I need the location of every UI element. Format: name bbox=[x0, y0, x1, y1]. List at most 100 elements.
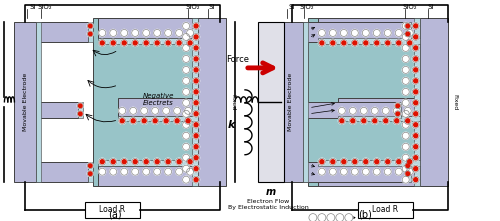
Circle shape bbox=[396, 112, 400, 116]
Circle shape bbox=[188, 41, 192, 45]
Circle shape bbox=[412, 66, 419, 73]
Circle shape bbox=[164, 119, 168, 123]
Circle shape bbox=[340, 168, 347, 175]
Circle shape bbox=[176, 168, 182, 175]
Bar bbox=[88, 162, 94, 182]
Bar bbox=[308, 18, 420, 186]
Circle shape bbox=[182, 88, 190, 95]
Circle shape bbox=[340, 119, 344, 123]
Circle shape bbox=[182, 154, 190, 161]
Circle shape bbox=[396, 104, 400, 108]
Bar bbox=[36, 22, 88, 42]
Circle shape bbox=[78, 103, 84, 109]
Circle shape bbox=[182, 44, 190, 51]
Bar bbox=[303, 162, 406, 182]
Circle shape bbox=[176, 158, 182, 165]
Circle shape bbox=[412, 165, 419, 172]
Bar bbox=[358, 202, 412, 218]
Circle shape bbox=[327, 214, 335, 221]
Circle shape bbox=[395, 111, 400, 117]
Circle shape bbox=[100, 41, 104, 45]
Circle shape bbox=[110, 39, 116, 46]
Circle shape bbox=[408, 41, 412, 45]
Circle shape bbox=[364, 41, 368, 45]
Circle shape bbox=[182, 165, 190, 172]
Text: m: m bbox=[266, 187, 276, 197]
Circle shape bbox=[395, 158, 402, 165]
Text: (a): (a) bbox=[108, 210, 122, 220]
Circle shape bbox=[192, 154, 200, 161]
Bar bbox=[98, 166, 198, 186]
Circle shape bbox=[336, 214, 344, 221]
Circle shape bbox=[414, 46, 418, 50]
Circle shape bbox=[99, 29, 105, 36]
Circle shape bbox=[414, 112, 418, 116]
Circle shape bbox=[194, 123, 198, 127]
Bar bbox=[86, 202, 140, 218]
Circle shape bbox=[394, 107, 400, 114]
Circle shape bbox=[88, 172, 92, 175]
Circle shape bbox=[404, 107, 411, 114]
Bar bbox=[303, 22, 406, 42]
Circle shape bbox=[133, 160, 137, 164]
Circle shape bbox=[111, 41, 115, 45]
Bar bbox=[198, 18, 226, 186]
Circle shape bbox=[152, 117, 158, 124]
Bar bbox=[118, 98, 198, 116]
Circle shape bbox=[192, 33, 200, 40]
Circle shape bbox=[194, 178, 198, 182]
Circle shape bbox=[342, 41, 346, 45]
Bar bbox=[396, 102, 400, 118]
Circle shape bbox=[406, 168, 413, 175]
Circle shape bbox=[320, 41, 324, 45]
Circle shape bbox=[164, 39, 172, 46]
Circle shape bbox=[182, 99, 190, 106]
Circle shape bbox=[386, 160, 390, 164]
Bar bbox=[98, 38, 198, 44]
Circle shape bbox=[142, 119, 146, 123]
Circle shape bbox=[118, 107, 126, 114]
Circle shape bbox=[194, 35, 198, 39]
Bar bbox=[318, 160, 420, 166]
Circle shape bbox=[402, 66, 409, 73]
Bar bbox=[318, 38, 420, 44]
Text: SiO₂: SiO₂ bbox=[37, 4, 52, 10]
Text: Fixed: Fixed bbox=[452, 94, 457, 110]
Bar bbox=[192, 18, 198, 186]
Circle shape bbox=[88, 163, 94, 169]
Circle shape bbox=[133, 41, 137, 45]
Circle shape bbox=[177, 160, 181, 164]
Circle shape bbox=[395, 103, 400, 109]
Circle shape bbox=[182, 33, 190, 40]
Circle shape bbox=[182, 132, 190, 139]
Circle shape bbox=[406, 29, 413, 36]
Circle shape bbox=[194, 112, 198, 116]
Circle shape bbox=[382, 107, 390, 114]
Circle shape bbox=[194, 156, 198, 160]
Circle shape bbox=[182, 143, 190, 150]
Circle shape bbox=[188, 160, 192, 164]
Circle shape bbox=[192, 121, 200, 128]
Circle shape bbox=[132, 168, 138, 175]
Circle shape bbox=[153, 119, 157, 123]
Circle shape bbox=[110, 168, 116, 175]
Bar bbox=[118, 116, 198, 121]
Text: Movable Electrode: Movable Electrode bbox=[23, 73, 28, 131]
Circle shape bbox=[340, 158, 347, 165]
Circle shape bbox=[351, 119, 355, 123]
Text: Load R: Load R bbox=[372, 205, 398, 214]
Circle shape bbox=[408, 160, 412, 164]
Circle shape bbox=[194, 24, 198, 28]
Text: Movable Electrode: Movable Electrode bbox=[288, 73, 294, 131]
Circle shape bbox=[192, 110, 200, 117]
Bar bbox=[318, 18, 420, 38]
Circle shape bbox=[120, 39, 128, 46]
Circle shape bbox=[406, 164, 409, 168]
Circle shape bbox=[414, 24, 418, 28]
Circle shape bbox=[404, 171, 410, 177]
Circle shape bbox=[402, 33, 409, 40]
Circle shape bbox=[318, 158, 326, 165]
Text: Electron Flow
By Electrostatic Induction: Electron Flow By Electrostatic Induction bbox=[228, 199, 308, 210]
Bar bbox=[36, 102, 78, 118]
Circle shape bbox=[186, 29, 194, 36]
